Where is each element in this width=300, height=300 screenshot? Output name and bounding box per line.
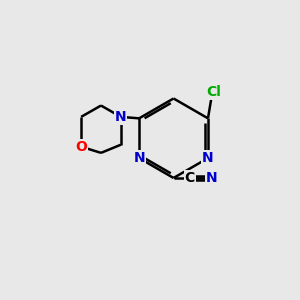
- Text: N: N: [133, 151, 145, 165]
- Text: N: N: [115, 110, 127, 124]
- Text: Cl: Cl: [206, 85, 221, 99]
- Text: N: N: [202, 151, 214, 165]
- Text: C: C: [184, 171, 195, 185]
- Text: O: O: [75, 140, 87, 154]
- Text: N: N: [206, 171, 218, 185]
